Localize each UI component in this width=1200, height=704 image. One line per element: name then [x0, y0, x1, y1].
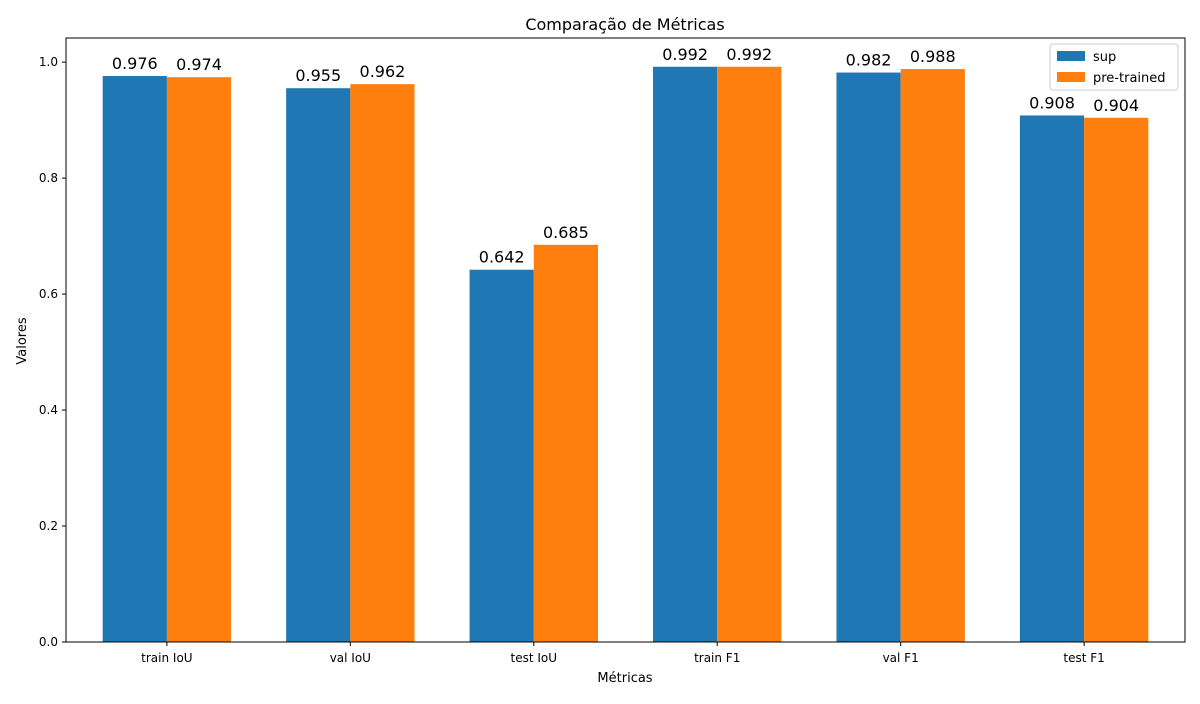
bar-pre-trained-train-f1 [717, 66, 782, 642]
data-labels-layer: 0.976 0.955 0.642 0.992 0.982 0.908 0.974 0.962… [112, 45, 1139, 267]
x-tick-label: test F1 [1063, 651, 1104, 665]
legend-swatch-sup [1057, 51, 1085, 61]
x-tick-label: val IoU [330, 651, 371, 665]
legend-swatch-pre-trained [1057, 72, 1085, 82]
data-label: 0.962 [360, 62, 406, 81]
bar-sup-train-f1 [653, 66, 718, 642]
axes-layer: 0.0 0.2 0.4 0.6 0.8 1.0 train IoU val IoU test I… [39, 37, 1186, 665]
bar-pre-trained-train-iou [166, 77, 232, 642]
y-tick-label: 1.0 [39, 55, 58, 69]
data-label: 0.992 [662, 45, 708, 64]
y-tick-label: 0.2 [39, 519, 58, 533]
legend: sup pre-trained [1049, 43, 1179, 91]
bar-sup-train-iou [102, 76, 167, 643]
y-tick-label: 0.4 [39, 403, 58, 417]
x-axis-label: Métricas [597, 671, 652, 686]
data-label: 0.685 [543, 223, 589, 242]
x-tick-label: test IoU [511, 651, 558, 665]
data-label: 0.955 [295, 66, 341, 85]
x-tick-label: train F1 [694, 651, 740, 665]
bar-pre-trained-val-f1 [900, 69, 965, 642]
bar-sup-test-f1 [1019, 115, 1085, 643]
data-label: 0.908 [1029, 93, 1075, 112]
bar-pre-trained-test-f1 [1084, 117, 1149, 643]
legend-label-sup: sup [1093, 50, 1116, 65]
x-tick-label: train IoU [141, 651, 192, 665]
y-axis-label: Valores [15, 317, 30, 364]
bar-sup-val-f1 [836, 72, 901, 643]
bar-sup-test-iou [469, 269, 534, 642]
bar-sup-val-iou [286, 88, 351, 643]
y-tick-label: 0.6 [39, 287, 58, 301]
data-label: 0.974 [176, 55, 222, 74]
bars-layer [102, 66, 1149, 643]
x-tick-label: val F1 [883, 651, 919, 665]
data-label: 0.988 [910, 47, 956, 66]
y-tick-label: 0.8 [39, 171, 58, 185]
y-tick-label: 0.0 [39, 635, 58, 649]
data-label: 0.992 [726, 45, 772, 64]
data-label: 0.904 [1093, 96, 1139, 115]
data-label: 0.982 [846, 51, 892, 70]
bar-pre-trained-test-iou [533, 244, 598, 642]
chart-title: Comparação de Métricas [525, 15, 724, 34]
bar-pre-trained-val-iou [350, 84, 415, 643]
legend-label-pre-trained: pre-trained [1093, 71, 1166, 86]
data-label: 0.642 [479, 248, 525, 267]
plot-frame [65, 37, 1186, 643]
data-label: 0.976 [112, 54, 158, 73]
